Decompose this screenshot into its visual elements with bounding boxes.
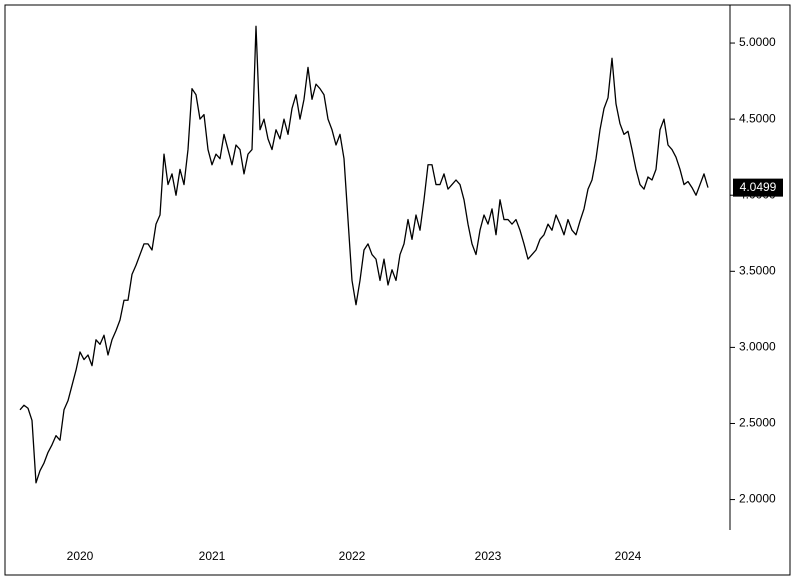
y-tick-label: 3.5000 — [739, 263, 776, 277]
frame — [4, 4, 791, 576]
last-value-box — [733, 178, 783, 197]
x-tick-label: 2023 — [475, 549, 502, 563]
y-tick-label: 4.5000 — [739, 111, 776, 125]
y-tick-label: 2.0000 — [739, 492, 776, 506]
price-line — [19, 25, 709, 484]
x-tick-label: 2020 — [67, 549, 94, 563]
last-value-label: 4.0499 — [740, 180, 777, 194]
y-tick-label: 5.0000 — [739, 35, 776, 49]
x-tick-label: 2024 — [615, 549, 642, 563]
x-tick-label: 2022 — [339, 549, 366, 563]
y-tick-label: 3.0000 — [739, 340, 776, 354]
y-tick-label: 2.5000 — [739, 416, 776, 430]
x-tick-label: 2021 — [199, 549, 226, 563]
